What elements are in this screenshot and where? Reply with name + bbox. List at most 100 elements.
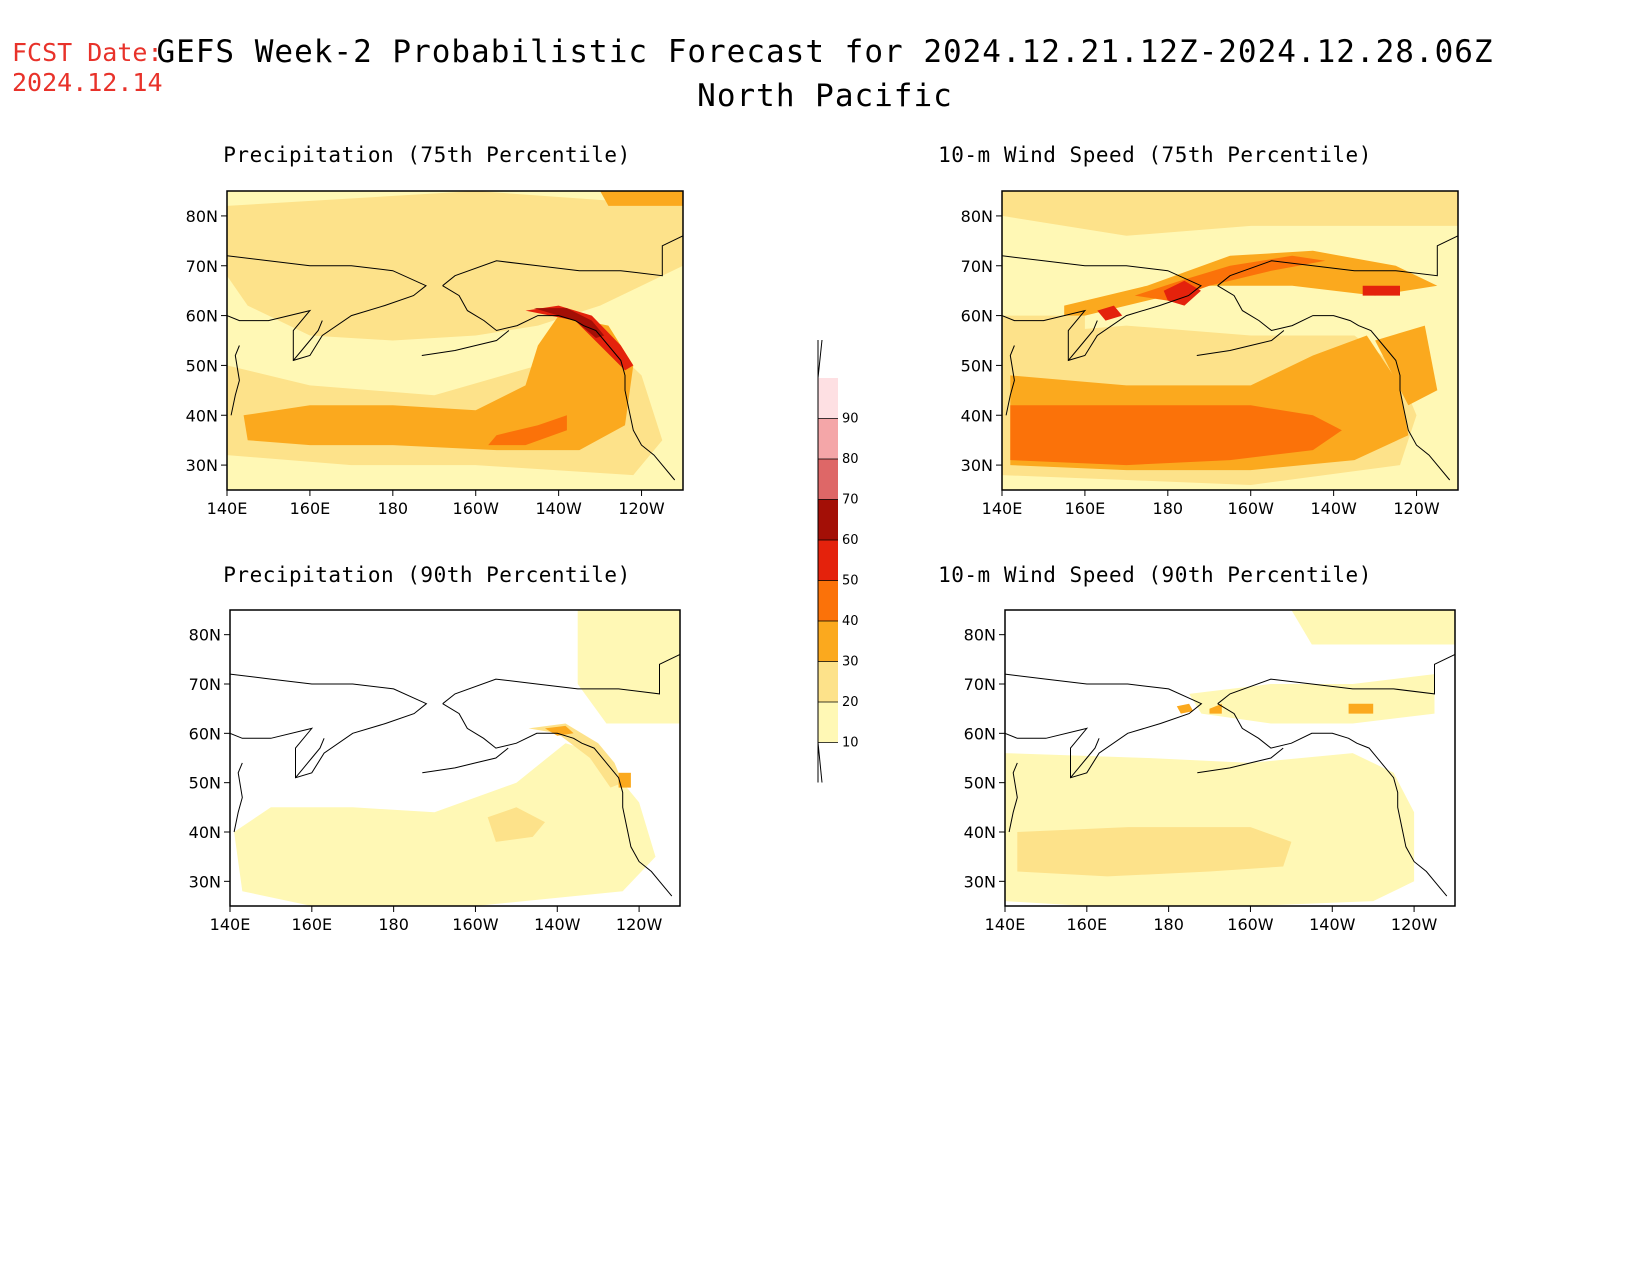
colorbar-bin	[818, 459, 838, 500]
map-panel-wind-90: 30N 40N 50N 60N 70N 80N 140E 160E 180 160W 140W 120…	[964, 609, 1456, 934]
lat-tick-label: 70N	[186, 257, 218, 276]
lat-tick-label: 50N	[189, 774, 221, 793]
probability-contour-fill	[618, 772, 631, 788]
coastline	[421, 330, 510, 356]
map-frame	[1001, 190, 1459, 491]
coastline	[230, 345, 240, 416]
lat-tick-label: 40N	[961, 406, 993, 425]
lat-tick-label: 80N	[186, 207, 218, 226]
forecast-date: FCST Date: 2024.12.14	[12, 38, 163, 98]
colorbar-bin	[818, 540, 838, 581]
lon-tick-label: 140W	[1309, 915, 1356, 934]
coastline	[1217, 653, 1455, 705]
lon-tick-label: 180	[378, 915, 409, 934]
lon-tick-label: 160W	[452, 915, 499, 934]
probability-contour-fill	[1176, 703, 1194, 714]
main-title: GEFS Week-2 Probabilistic Forecast for 2…	[0, 30, 1650, 118]
colorbar-tick-label: 90	[842, 412, 859, 427]
map-frame	[229, 609, 681, 907]
lon-tick-label: 160E	[1066, 915, 1107, 934]
probability-contour-fill	[488, 415, 567, 446]
lon-tick-label: 160E	[290, 499, 331, 518]
colorbar-bin	[818, 661, 838, 702]
probability-contour-fill	[1209, 703, 1222, 714]
lat-tick-label: 50N	[964, 774, 996, 793]
colorbar-tick-label: 60	[842, 533, 859, 548]
probability-contour-fill	[1002, 315, 1085, 366]
lat-tick-label: 60N	[189, 724, 221, 743]
lon-tick-label: 140E	[985, 915, 1026, 934]
map-frame	[226, 190, 684, 491]
coastline	[1002, 255, 1202, 362]
lat-tick-label: 30N	[189, 872, 221, 891]
colorbar-bin	[818, 378, 838, 419]
lon-tick-label: 140W	[535, 499, 582, 518]
probability-contour-fill	[1291, 610, 1455, 645]
panel-title-precip-75: Precipitation (75th Percentile)	[223, 143, 631, 167]
coastline	[1067, 320, 1098, 361]
colorbar-tick-label: 20	[842, 695, 859, 710]
forecast-date-label: FCST Date:	[12, 38, 163, 67]
probability-contour-fill	[528, 723, 623, 788]
coastline	[230, 673, 428, 779]
coastline	[1005, 345, 1015, 416]
lon-tick-label: 140E	[207, 499, 248, 518]
lon-tick-label: 160E	[1065, 499, 1106, 518]
lon-tick-label: 120W	[618, 499, 665, 518]
panel-title-wind-90: 10-m Wind Speed (90th Percentile)	[938, 563, 1372, 587]
probability-contour-fill	[545, 725, 574, 736]
colorbar-bin	[818, 499, 838, 540]
lon-tick-label: 160W	[1228, 499, 1275, 518]
lat-tick-label: 40N	[186, 406, 218, 425]
lon-tick-label: 180	[1153, 499, 1184, 518]
lon-tick-label: 160W	[1227, 915, 1274, 934]
lat-tick-label: 80N	[189, 626, 221, 645]
colorbar-bin	[818, 580, 838, 621]
map-panel-precip-75: 30N 40N 50N 60N 70N 80N 140E 160E 180 160W 140W 120…	[186, 190, 684, 518]
lon-tick-label: 140E	[210, 915, 251, 934]
coastline	[442, 653, 680, 705]
probability-contour-fill	[227, 191, 683, 341]
map-panel-wind-75: 30N 40N 50N 60N 70N 80N 140E 160E 180 160W 140W 120…	[961, 190, 1459, 518]
probability-contour-fill	[234, 743, 656, 906]
coastline	[1008, 762, 1018, 833]
map-frame	[1004, 609, 1456, 907]
probability-contour-fill	[1097, 305, 1123, 321]
lat-tick-label: 30N	[964, 872, 996, 891]
probability-contour-fill	[1163, 280, 1201, 306]
coastline	[1197, 747, 1284, 774]
probability-contour-fill	[533, 308, 605, 338]
colorbar-tick-label: 40	[842, 614, 859, 629]
colorbar-tick-label: 30	[842, 655, 859, 670]
coastline	[1196, 330, 1285, 356]
coastline	[422, 747, 509, 774]
lon-tick-label: 160W	[453, 499, 500, 518]
panel-title-wind-75: 10-m Wind Speed (75th Percentile)	[938, 143, 1372, 167]
lon-tick-label: 120W	[616, 915, 663, 934]
probability-contour-fill	[600, 191, 683, 206]
coastline	[1217, 703, 1448, 897]
probability-contour-fill	[487, 807, 545, 842]
colorbar-bin	[818, 621, 838, 662]
lat-tick-label: 60N	[961, 307, 993, 326]
forecast-date-value: 2024.12.14	[12, 68, 163, 97]
lon-tick-label: 120W	[1391, 915, 1438, 934]
colorbar-bin	[818, 702, 838, 743]
colorbar-tick-label: 10	[842, 736, 859, 751]
lat-tick-label: 70N	[964, 675, 996, 694]
lat-tick-label: 70N	[961, 257, 993, 276]
lon-tick-label: 140W	[1310, 499, 1357, 518]
lon-tick-label: 160E	[291, 915, 332, 934]
colorbar-tick-label: 70	[842, 493, 859, 508]
coastline	[292, 320, 323, 361]
coastline	[442, 285, 676, 481]
lon-tick-label: 140E	[982, 499, 1023, 518]
main-title-line1: GEFS Week-2 Probabilistic Forecast for 2…	[156, 34, 1494, 70]
coastline	[1070, 738, 1100, 779]
probability-contour-fill	[577, 610, 680, 724]
lon-tick-label: 120W	[1393, 499, 1440, 518]
colorbar: 10 20 30 40 50 60 70 80 90	[817, 339, 859, 783]
coastline	[1005, 673, 1203, 779]
lon-tick-label: 180	[1153, 915, 1184, 934]
